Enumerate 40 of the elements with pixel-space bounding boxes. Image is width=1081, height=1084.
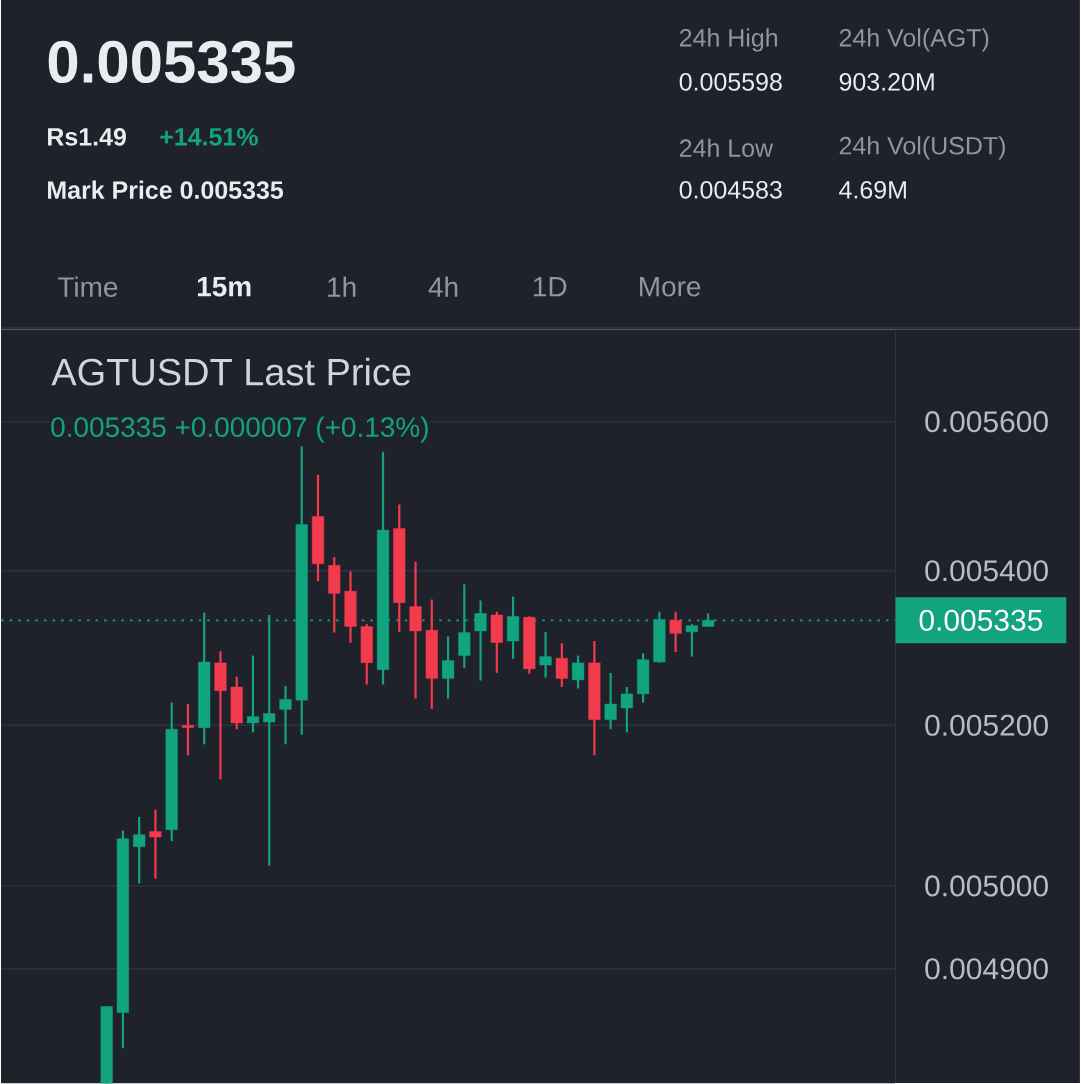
candlestick bbox=[669, 610, 682, 654]
candlestick bbox=[149, 808, 162, 880]
text: More bbox=[640, 276, 701, 297]
text: +14.51% bbox=[160, 128, 258, 146]
candlestick bbox=[555, 642, 568, 689]
candlestick bbox=[572, 654, 585, 690]
text: 0.005335 +0.000007 (+0.13%) bbox=[51, 416, 428, 443]
candlestick bbox=[181, 702, 195, 757]
candlestick bbox=[604, 671, 617, 731]
text: AGTUSDT Last Price bbox=[51, 357, 411, 386]
candlestick bbox=[620, 685, 633, 734]
text: 15m bbox=[197, 276, 251, 297]
candlestick bbox=[539, 630, 552, 679]
text: 24h Vol(USDT) bbox=[839, 136, 1005, 160]
ref-line-label: 0.005335 bbox=[919, 609, 1043, 631]
candlestick bbox=[133, 815, 146, 885]
text: 0.004583 bbox=[679, 180, 782, 199]
y-tick-label: 0.005600 bbox=[925, 411, 1048, 433]
candlestick bbox=[279, 684, 292, 746]
candlestick bbox=[246, 654, 260, 734]
text: 1h bbox=[328, 276, 356, 297]
text: 4h bbox=[428, 276, 458, 297]
candlestick bbox=[442, 635, 455, 700]
text: 4.69M bbox=[839, 180, 906, 199]
y-tick-label: 0.004900 bbox=[925, 958, 1048, 980]
text: 24h High bbox=[680, 28, 778, 52]
y-tick-label: 0.005400 bbox=[925, 560, 1048, 582]
y-tick-label: 0.005000 bbox=[925, 875, 1048, 897]
text: Rs1.49 bbox=[48, 128, 126, 146]
y-tick-label: 0.005200 bbox=[925, 714, 1048, 736]
text: 24h Low bbox=[680, 138, 774, 158]
candlestick bbox=[685, 623, 698, 658]
text: 0.005335 bbox=[48, 40, 295, 84]
text: 1D bbox=[534, 277, 567, 297]
text: 903.20M bbox=[839, 73, 934, 91]
text: Time bbox=[58, 276, 118, 297]
text: 0.005598 bbox=[679, 73, 782, 91]
text: 24h Vol(AGT) bbox=[839, 28, 989, 52]
text: Mark Price 0.005335 bbox=[48, 180, 284, 199]
candlestick bbox=[474, 599, 487, 682]
